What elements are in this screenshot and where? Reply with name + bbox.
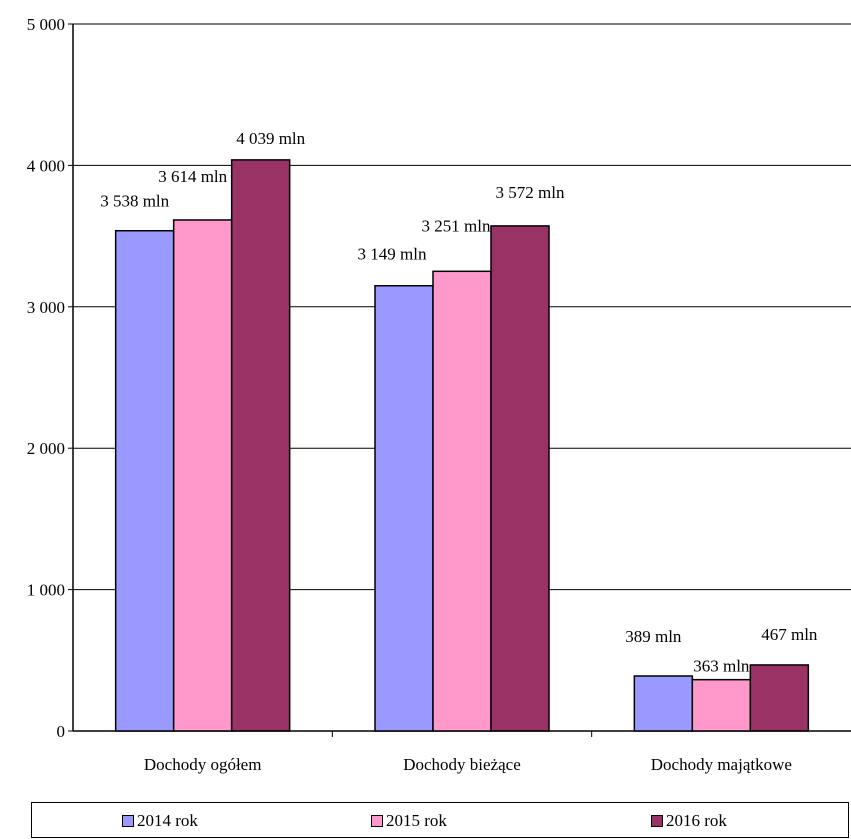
bar (633, 675, 694, 732)
x-tick-label: Dochody ogółem (144, 755, 262, 774)
legend-swatch-2015 (371, 815, 383, 827)
bar (374, 284, 434, 732)
legend-swatch-2016 (651, 815, 663, 827)
legend-label-2015: 2015 rok (386, 811, 447, 830)
legend-label-2016: 2016 rok (666, 811, 727, 830)
bar (114, 229, 175, 732)
data-label: 467 mln (761, 625, 818, 644)
bar (691, 678, 752, 732)
data-label: 3 572 mln (496, 183, 565, 202)
bar (172, 219, 233, 732)
bar-chart: 0 1 000 2 000 3 000 4 000 5 000 3 538 mln 3 614… (27, 15, 851, 774)
data-label: 3 614 mln (158, 167, 227, 186)
bar (749, 664, 810, 732)
bar (490, 225, 550, 732)
data-label: 363 mln (693, 657, 750, 676)
data-label: 3 538 mln (100, 192, 169, 211)
y-tick-label: 5 000 (27, 15, 65, 34)
data-label: 3 149 mln (358, 245, 427, 264)
x-tick-label: Dochody bieżące (403, 755, 521, 774)
legend-item-2015: 2015 rok (371, 811, 447, 830)
data-label: 3 251 mln (422, 216, 491, 235)
data-label: 389 mln (625, 627, 682, 646)
y-tick-label: 4 000 (27, 156, 65, 175)
y-tick-label: 0 (57, 722, 66, 741)
legend-item-2016: 2016 rok (651, 811, 727, 830)
bar (432, 270, 492, 732)
legend-item-2014: 2014 rok (122, 811, 198, 830)
data-label: 4 039 mln (236, 129, 305, 148)
legend-label-2014: 2014 rok (137, 811, 198, 830)
y-tick-label: 2 000 (27, 439, 65, 458)
y-tick-label: 1 000 (27, 581, 65, 600)
bar (230, 159, 291, 732)
legend-swatch-2014 (122, 815, 134, 827)
y-tick-label: 3 000 (27, 298, 65, 317)
legend: 2014 rok 2015 rok 2016 rok (31, 802, 849, 838)
x-tick-label: Dochody majątkowe (651, 755, 792, 774)
